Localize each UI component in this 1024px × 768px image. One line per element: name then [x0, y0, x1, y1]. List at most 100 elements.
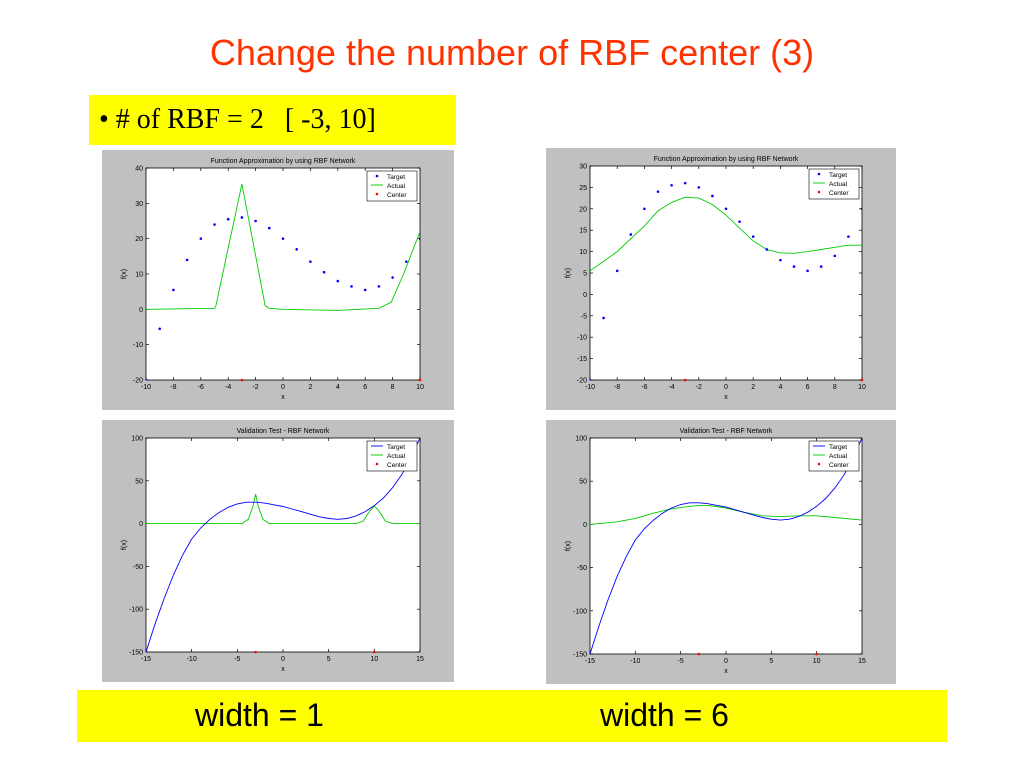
x-tick-label: -10 — [141, 384, 151, 391]
y-tick-label: -150 — [129, 650, 143, 657]
y-tick-label: -20 — [577, 378, 587, 385]
chart-svg: Validation Test - RBF Network-15 -10 -5 0 5 1… — [565, 428, 866, 675]
target-point — [377, 285, 381, 288]
x-axis-label: x — [281, 666, 285, 673]
width-label-bar: width = 1 width = 6 — [77, 690, 947, 742]
y-tick-label: 5 — [583, 271, 587, 278]
y-tick-label: -50 — [133, 564, 143, 571]
center-point — [418, 378, 422, 382]
x-tick-label: -8 — [614, 384, 620, 391]
legend-label: Center — [829, 190, 849, 197]
target-point — [146, 378, 148, 380]
y-tick-label: 0 — [139, 307, 143, 314]
y-tick-label: 10 — [579, 249, 587, 256]
target-point — [615, 269, 619, 273]
validation-width1-chart: Validation Test - RBF Network -15 -10 -5 0 5 1… — [102, 420, 454, 682]
y-tick-label: 100 — [131, 436, 143, 443]
function-approx-width6-chart: Function Approximation by using RBF Netw… — [546, 148, 896, 410]
target-point — [158, 327, 161, 331]
legend-label: Actual — [829, 181, 848, 188]
target-point — [724, 207, 728, 211]
target-point — [363, 288, 367, 292]
y-tick-label: 0 — [583, 522, 587, 529]
target-point — [590, 378, 592, 380]
target-point — [185, 258, 189, 262]
target-point — [819, 265, 823, 268]
target-point — [281, 237, 285, 240]
slide-title: Change the number of RBF center (3) — [209, 32, 815, 73]
target-point — [683, 181, 687, 185]
target-point — [391, 276, 394, 279]
x-tick-label: 0 — [724, 384, 728, 391]
x-tick-label: 6 — [806, 384, 810, 391]
legend-label: Actual — [387, 183, 406, 190]
target-point — [240, 216, 244, 219]
target-point — [172, 288, 175, 292]
x-axis-label: x — [724, 668, 728, 675]
target-point — [792, 265, 796, 268]
plot-area — [145, 437, 421, 653]
plot-area — [589, 165, 863, 381]
target-point — [847, 235, 850, 238]
target-point — [322, 270, 326, 274]
x-axis-label: x — [281, 394, 285, 401]
x-tick-label: -6 — [641, 384, 647, 391]
y-tick-label: 40 — [135, 166, 143, 173]
y-tick-label: 25 — [579, 185, 587, 192]
chart-title: Validation Test - RBF Network — [680, 428, 773, 435]
target-point — [226, 217, 230, 221]
y-tick-label: -10 — [577, 335, 587, 342]
chart-svg: Validation Test - RBF Network-15 -10 -5 0 5 1… — [121, 428, 424, 673]
x-tick-label: 0 — [724, 658, 728, 665]
target-point — [833, 254, 837, 258]
actual-series-line — [590, 196, 862, 272]
x-tick-label: 15 — [858, 658, 866, 665]
chart-title: Validation Test - RBF Network — [237, 428, 330, 435]
y-tick-label: 30 — [579, 164, 587, 171]
y-tick-label: -50 — [577, 565, 587, 572]
y-tick-label: -150 — [573, 652, 587, 659]
actual-series-line — [146, 494, 420, 525]
target-point — [738, 220, 741, 223]
x-tick-label: 8 — [391, 384, 395, 391]
target-point — [418, 237, 420, 240]
target-point — [806, 269, 809, 273]
chart-svg: Function Approximation by using RBF Netw… — [121, 158, 424, 401]
x-tick-label: -10 — [187, 656, 197, 663]
center-point — [815, 652, 818, 656]
function-approx-width1-chart: Function Approximation by using RBF Netw… — [102, 150, 454, 410]
target-point — [711, 194, 714, 198]
x-tick-label: -15 — [585, 658, 595, 665]
validation-width6-chart: Validation Test - RBF Network -15 -10 -5 0 5 1… — [546, 420, 896, 684]
y-axis-label: f(x) — [565, 541, 572, 551]
x-tick-label: 4 — [336, 384, 340, 391]
x-tick-label: 2 — [308, 384, 312, 391]
legend-swatch — [375, 462, 379, 466]
legend-label: Center — [387, 192, 407, 199]
x-tick-label: -2 — [252, 384, 258, 391]
x-axis-label: x — [724, 394, 728, 401]
center-point — [240, 378, 244, 382]
center-point — [683, 378, 687, 382]
target-point — [670, 183, 673, 187]
x-tick-label: 0 — [281, 384, 285, 391]
target-point — [656, 190, 660, 193]
x-tick-label: 10 — [416, 384, 424, 391]
x-tick-label: 10 — [370, 656, 378, 663]
actual-series-line — [146, 183, 420, 311]
x-tick-label: 5 — [327, 656, 331, 663]
x-tick-label: 4 — [778, 384, 782, 391]
x-tick-label: -5 — [678, 658, 684, 665]
y-tick-label: 50 — [135, 478, 143, 485]
x-tick-label: 5 — [769, 658, 773, 665]
y-tick-label: 30 — [135, 201, 143, 208]
target-point — [860, 207, 862, 211]
x-tick-label: 10 — [858, 384, 866, 391]
legend-label: Target — [387, 444, 405, 451]
target-point — [643, 207, 646, 211]
legend-box — [366, 170, 418, 202]
series-group — [146, 438, 420, 652]
legend-label: Actual — [829, 453, 848, 460]
target-point — [697, 186, 701, 189]
x-tick-label: 6 — [363, 384, 367, 391]
